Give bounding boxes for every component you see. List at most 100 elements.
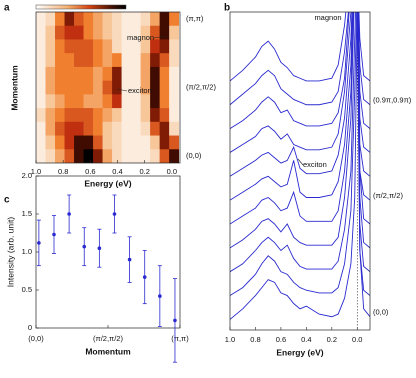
heatmap-cell <box>112 39 122 54</box>
heatmap-cell <box>45 121 56 136</box>
x-tick-label: 0.8 <box>250 335 260 344</box>
heatmap-cell <box>36 39 46 54</box>
heatmap-cell <box>112 149 122 163</box>
heatmap-cell <box>112 12 122 27</box>
annotation-arrow <box>297 158 304 166</box>
heatmap-cell <box>55 12 65 27</box>
spectrum-line <box>230 12 370 106</box>
heatmap-cell <box>131 12 142 27</box>
heatmap-cell <box>45 149 56 163</box>
y-axis-label: Momentum <box>9 65 19 111</box>
heatmap-cell <box>102 66 113 82</box>
heatmap-cell <box>169 94 180 109</box>
heatmap-cell <box>74 53 84 68</box>
heatmap-cell <box>150 66 161 82</box>
heatmap-cell <box>159 53 170 68</box>
heatmap-cell <box>112 66 122 82</box>
heatmap-cell <box>55 39 65 54</box>
x-tick-label: 0.4 <box>112 167 122 176</box>
annotation: exciton <box>128 86 152 95</box>
heatmap-cell <box>64 25 75 40</box>
heatmap-cell <box>55 53 65 68</box>
y-tick-label: 0.5 <box>22 285 32 294</box>
heatmap-cell <box>36 12 46 27</box>
heatmap-cell <box>169 66 180 82</box>
heatmap-cell <box>83 25 94 40</box>
heatmap-cell <box>102 53 113 68</box>
x-tick-label: 0.4 <box>301 335 311 344</box>
heatmap-cell <box>64 39 75 54</box>
heatmap-cell <box>121 149 132 163</box>
heatmap-cell <box>83 135 94 150</box>
heatmap-cell <box>131 80 142 95</box>
y-tick-label: 0 <box>28 323 32 332</box>
heatmap-cell <box>159 39 170 54</box>
heatmap-cell <box>102 121 113 136</box>
heatmap-cell <box>112 121 122 136</box>
heatmap-cell <box>55 108 65 123</box>
y-tick-label: 1.0 <box>22 247 32 256</box>
data-point <box>142 275 147 279</box>
heatmap-cell <box>83 39 94 54</box>
heatmap-cell <box>74 94 84 109</box>
heatmap-cell <box>121 80 132 95</box>
heatmap-cell <box>102 39 113 54</box>
annotation: magnon <box>127 33 154 42</box>
data-point <box>67 212 71 216</box>
heatmap-cell <box>140 108 151 123</box>
heatmap-cell <box>45 39 56 54</box>
heatmap-cell <box>83 108 94 123</box>
heatmap-cell <box>131 121 142 136</box>
heatmap-cell <box>83 80 94 95</box>
heatmap-cell <box>150 80 161 95</box>
heatmap-cell <box>74 39 84 54</box>
heatmap-cell <box>93 80 103 95</box>
heatmap-cell <box>140 80 151 95</box>
heatmap-cell <box>131 94 142 109</box>
row-label: (π/2,π/2) <box>186 82 216 91</box>
heatmap-cell <box>131 53 142 68</box>
heatmap-cell <box>102 135 113 150</box>
data-point <box>82 244 87 249</box>
heatmap-cell <box>159 94 170 109</box>
heatmap-cell <box>150 121 161 136</box>
heatmap-cell <box>102 149 113 163</box>
heatmap-cell <box>121 25 132 40</box>
spectrum-line <box>230 12 370 249</box>
heatmap-cell <box>36 25 46 40</box>
heatmap-cell <box>64 135 75 150</box>
heatmap-cell <box>140 12 151 27</box>
heatmap-cell <box>36 149 46 163</box>
x-tick-label: 1.0 <box>31 167 41 176</box>
heatmap-cell <box>121 121 132 136</box>
heatmap-cell <box>131 25 142 40</box>
heatmap-cell <box>112 53 122 68</box>
annotation: exciton <box>303 160 327 169</box>
heatmap-cell <box>102 94 113 109</box>
heatmap-cell <box>102 25 113 40</box>
heatmap-cell <box>121 108 132 123</box>
heatmap-cell <box>159 66 170 82</box>
heatmap-cell <box>55 25 65 40</box>
annotation-arrow <box>153 35 167 39</box>
heatmap-cell <box>169 135 180 150</box>
heatmap-cell <box>121 94 132 109</box>
plot-frame <box>229 11 371 331</box>
heatmap-cell <box>74 12 84 27</box>
data-point <box>112 212 117 216</box>
heatmap-cell <box>169 25 180 40</box>
heatmap-cell <box>112 25 122 40</box>
heatmap-cell <box>121 66 132 82</box>
heatmap-cell <box>45 53 56 68</box>
x-tick-label: 0.2 <box>139 167 149 176</box>
heatmap-cell <box>159 12 170 27</box>
series-label: (0,0) <box>373 308 389 317</box>
heatmap-cell <box>55 149 65 163</box>
data-point <box>97 246 102 250</box>
heatmap-cell <box>83 94 94 109</box>
heatmap-cell <box>121 12 132 27</box>
heatmap-cell <box>45 80 56 95</box>
data-point <box>173 318 177 323</box>
heatmap-cell <box>150 94 161 109</box>
data-point <box>37 241 41 245</box>
